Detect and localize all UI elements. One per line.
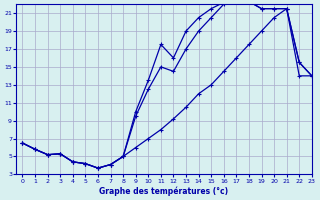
X-axis label: Graphe des températures (°c): Graphe des températures (°c): [100, 186, 228, 196]
